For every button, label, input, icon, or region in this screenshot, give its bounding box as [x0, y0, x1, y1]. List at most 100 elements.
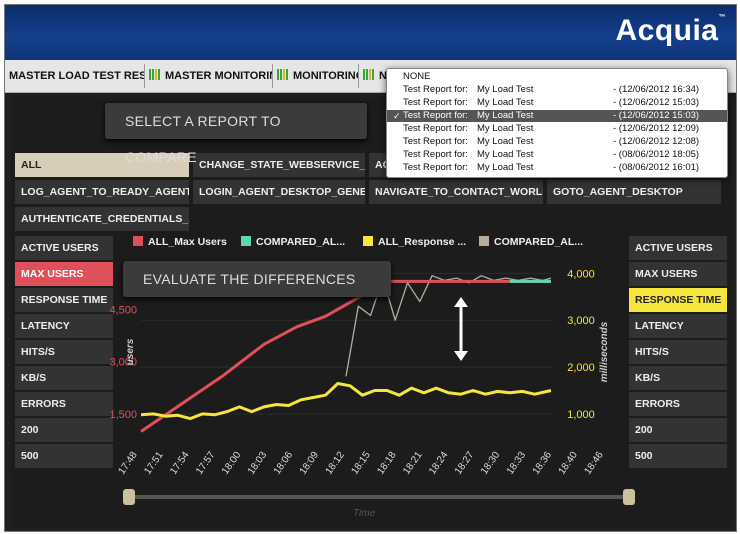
left-metric-errors[interactable]: ERRORS [15, 392, 113, 416]
left-metric-200[interactable]: 200 [15, 418, 113, 442]
y-right-tick-label: 2,000 [567, 362, 595, 374]
option-name: My Load Test [477, 149, 534, 160]
option-prefix: Test Report for: [403, 123, 468, 134]
dropdown-option[interactable]: Test Report for: My Load Test - (08/06/201… [387, 149, 727, 161]
chart-bars-icon [277, 69, 289, 80]
slider-start-handle[interactable] [123, 489, 135, 505]
difference-arrow-up-head [454, 297, 468, 307]
dropdown-option[interactable]: ✓ Test Report for: My Load Test - (12/06/20… [387, 110, 727, 122]
right-metric-500[interactable]: 500 [629, 444, 727, 468]
option-date: - (12/06/2012 16:34) [613, 84, 700, 95]
legend-item: COMPARED_AL... [241, 236, 345, 248]
y-left-tick-label: 3,000 [109, 357, 137, 369]
left-metric-active-users[interactable]: ACTIVE USERS [15, 236, 113, 260]
y-left-tick-label: 4,500 [109, 304, 137, 316]
option-name: My Load Test [477, 136, 534, 147]
right-metric-max-users[interactable]: MAX USERS [629, 262, 727, 286]
option-prefix: Test Report for: [403, 162, 468, 173]
option-date: - (08/06/2012 18:05) [613, 149, 700, 160]
tab-label: N [379, 70, 387, 82]
checkmark-icon: ✓ [393, 111, 401, 121]
right-metric-kbs[interactable]: KB/S [629, 366, 727, 390]
acquia-logo: Acquia™ [615, 14, 726, 47]
right-metric-200[interactable]: 200 [629, 418, 727, 442]
left-metric-hits[interactable]: HITS/S [15, 340, 113, 364]
x-tick-label: 18:03 [246, 450, 270, 477]
filter-log-agent[interactable]: LOG_AGENT_TO_READY_AGENTDE... [15, 180, 189, 204]
option-name: My Load Test [477, 110, 534, 121]
dropdown-option[interactable]: Test Report for: My Load Test - (12/06/201… [387, 84, 727, 96]
option-prefix: Test Report for: [403, 110, 468, 121]
x-tick-label: 17:57 [194, 450, 218, 477]
x-tick-label: 17:48 [116, 450, 140, 477]
difference-arrow-down-head [454, 351, 468, 361]
filter-authenticate[interactable]: AUTHENTICATE_CREDENTIALS_AU... [15, 207, 189, 231]
tab-partial[interactable]: N [359, 64, 389, 88]
tab-master-load-test-results[interactable]: MASTER LOAD TEST RESULTS [5, 64, 145, 88]
option-prefix: Test Report for: [403, 97, 468, 108]
right-metric-errors[interactable]: ERRORS [629, 392, 727, 416]
option-name: My Load Test [477, 97, 534, 108]
x-tick-label: 18:21 [401, 450, 425, 477]
app-window: Acquia™ MASTER LOAD TEST RESULTS MASTER … [4, 4, 737, 532]
filter-goto-agent-desktop[interactable]: GOTO_AGENT_DESKTOP [547, 180, 721, 204]
option-prefix: Test Report for: [403, 84, 468, 95]
option-name: My Load Test [477, 84, 534, 95]
x-tick-label: 18:36 [531, 450, 555, 477]
legend-swatch [363, 236, 373, 246]
dropdown-option[interactable]: Test Report for: My Load Test - (08/06/201… [387, 162, 727, 174]
tab-label: MASTER MONITORING [165, 70, 272, 82]
x-tick-label: 18:27 [453, 450, 477, 477]
tab-monitoring[interactable]: MONITORING [273, 64, 359, 88]
left-metric-500[interactable]: 500 [15, 444, 113, 468]
legend-item: COMPARED_AL... [479, 236, 583, 248]
dropdown-option[interactable]: NONE [387, 71, 727, 83]
x-tick-label: 18:09 [298, 450, 322, 477]
legend-item: ALL_Response ... [363, 236, 466, 248]
header-banner: Acquia™ [5, 5, 736, 60]
dropdown-option[interactable]: Test Report for: My Load Test - (12/06/201… [387, 136, 727, 148]
y-right-tick-label: 4,000 [567, 268, 595, 280]
y-left-axis-label: users [125, 338, 136, 365]
performance-chart: 1,500 3,000 4,500 1,000 2,000 3,000 4,000 users… [109, 268, 610, 477]
left-metric-response-time[interactable]: RESPONSE TIME [15, 288, 113, 312]
filter-login-agent[interactable]: LOGIN_AGENT_DESKTOP_GENERA... [193, 180, 365, 204]
filter-all[interactable]: ALL [15, 153, 189, 177]
chart-bars-icon [363, 69, 375, 80]
slider-end-handle[interactable] [623, 489, 635, 505]
x-tick-label: 18:33 [505, 450, 529, 477]
callout-select-report: SELECT A REPORT TO COMPARE [105, 103, 367, 165]
left-metric-latency[interactable]: LATENCY [15, 314, 113, 338]
right-metric-hits[interactable]: HITS/S [629, 340, 727, 364]
right-metric-response-time[interactable]: RESPONSE TIME [629, 288, 727, 312]
option-date: - (12/06/2012 15:03) [613, 110, 700, 121]
x-tick-label: 18:46 [582, 450, 606, 477]
x-tick-label: 18:24 [427, 450, 451, 477]
dropdown-option[interactable]: Test Report for: My Load Test - (12/06/201… [387, 123, 727, 135]
left-metric-kbs[interactable]: KB/S [15, 366, 113, 390]
chart-bars-icon [149, 69, 161, 80]
left-metric-max-users[interactable]: MAX USERS [15, 262, 113, 286]
option-prefix: NONE [403, 71, 431, 82]
tab-master-monitoring[interactable]: MASTER MONITORING [145, 64, 273, 88]
legend-swatch [133, 236, 143, 246]
option-date: - (12/06/2012 12:09) [613, 123, 700, 134]
x-tick-label: 18:06 [272, 450, 296, 477]
legend-swatch [479, 236, 489, 246]
callout-evaluate: EVALUATE THE DIFFERENCES [123, 261, 391, 297]
time-range-slider[interactable] [123, 489, 635, 505]
right-metric-latency[interactable]: LATENCY [629, 314, 727, 338]
right-metric-active-users[interactable]: ACTIVE USERS [629, 236, 727, 260]
dropdown-option[interactable]: Test Report for: My Load Test - (12/06/201… [387, 97, 727, 109]
filter-navigate-contact[interactable]: NAVIGATE_TO_CONTACT_WORLD [369, 180, 543, 204]
x-tick-label: 18:00 [220, 450, 244, 477]
filter-change-state[interactable]: CHANGE_STATE_WEBSERVICE_AS... [193, 153, 365, 177]
y-right-axis-label: milliseconds [599, 321, 610, 382]
report-compare-dropdown[interactable]: NONE Test Report for: My Load Test - (12/06… [386, 68, 728, 178]
x-tick-label: 18:18 [375, 450, 399, 477]
option-name: My Load Test [477, 123, 534, 134]
y-right-tick-label: 3,000 [567, 315, 595, 327]
x-tick-label: 17:54 [168, 450, 192, 477]
option-date: - (08/06/2012 16:01) [613, 162, 700, 173]
x-tick-label: 17:51 [142, 450, 166, 477]
